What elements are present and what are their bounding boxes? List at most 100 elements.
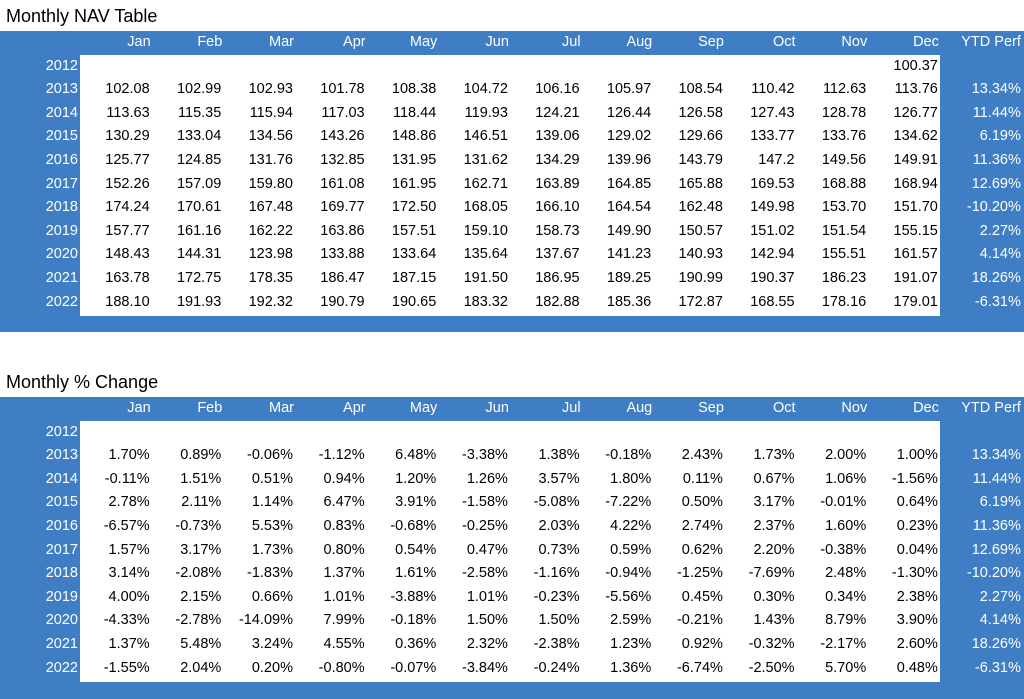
table-cell: 163.86 (320, 222, 365, 239)
pct-table-title: Monthly % Change (6, 372, 159, 392)
table-cell: -1.16% (533, 565, 580, 582)
table-cell: 104.72 (463, 81, 508, 98)
table-cell (582, 421, 654, 445)
table-cell: 0.59% (610, 541, 652, 558)
table-cell: 102.93 (248, 81, 293, 98)
table-cell: -1.58% (461, 494, 508, 511)
table-cell: 143.26 (320, 128, 365, 145)
table-cell: 163.78 (105, 269, 150, 286)
table-cell: 182.88 (535, 293, 580, 310)
row-year: 2019 (45, 222, 78, 239)
table-cell: 1.43% (753, 612, 795, 629)
table-cell: 168.88 (821, 175, 867, 192)
table-cell: 166.10 (535, 199, 580, 216)
table-cell: 131.62 (463, 151, 508, 168)
table-cell: 1.06% (825, 470, 867, 487)
table-cell: -5.08% (533, 494, 580, 511)
row-year: 2014 (45, 104, 78, 121)
header-month: May (409, 34, 438, 50)
table-cell: 100.37 (893, 57, 938, 74)
table-cell: 1.38% (538, 447, 580, 464)
table-cell: -14.09% (238, 612, 293, 629)
table-cell: 172.75 (176, 269, 222, 286)
table-cell: -0.73% (175, 517, 222, 534)
table-cell: 153.70 (821, 199, 867, 216)
table-cell: 127.43 (750, 104, 795, 121)
table-cell: 3.90% (896, 612, 938, 629)
row-year: 2022 (45, 659, 78, 676)
table-cell: 172.87 (678, 293, 723, 310)
row-ytd: 4.14% (979, 612, 1021, 629)
table-cell: 3.57% (538, 470, 580, 487)
table-cell: 115.35 (178, 104, 222, 121)
table-cell: -1.55% (103, 659, 150, 676)
table-cell (367, 55, 439, 79)
table-cell: 159.10 (463, 222, 508, 239)
table-cell: 0.45% (681, 588, 723, 605)
table-cell (223, 421, 295, 445)
header-month: Aug (626, 34, 653, 50)
table-cell: 0.73% (538, 541, 580, 558)
table-cell (510, 421, 582, 445)
table-cell: 2.38% (896, 588, 938, 605)
table-cell: 169.53 (750, 175, 795, 192)
row-ytd: 18.26% (971, 635, 1021, 652)
row-ytd: 18.26% (971, 269, 1021, 286)
table-cell: 191.07 (893, 269, 938, 286)
table-cell: 162.71 (463, 175, 508, 192)
table-cell: 134.56 (248, 128, 293, 145)
table-cell: -3.38% (461, 447, 508, 464)
nav-grid: Jan Feb Mar Apr May Jun Jul Aug Sep Oct Nov Dec YTD … (0, 31, 1024, 314)
table-cell: 118.44 (393, 104, 437, 121)
table-cell: 149.98 (750, 199, 795, 216)
table-cell: 183.32 (463, 293, 508, 310)
row-year: 2018 (45, 199, 78, 216)
table-cell: 152.26 (105, 175, 150, 192)
table-cell: 148.86 (391, 128, 437, 145)
table-cell: -0.32% (748, 635, 795, 652)
table-cell: 1.61% (395, 565, 437, 582)
row-year: 2022 (45, 293, 78, 310)
table-cell: 158.73 (535, 222, 580, 239)
table-cell: 0.92% (681, 635, 723, 652)
table-cell (438, 55, 510, 79)
table-cell: 106.16 (535, 81, 580, 98)
table-cell (797, 421, 869, 445)
table-cell: 124.21 (535, 104, 580, 121)
table-cell: 2.43% (681, 447, 723, 464)
table-cell: 2.04% (180, 659, 222, 676)
table-cell: 2.78% (108, 494, 150, 511)
row-ytd (940, 55, 1024, 79)
table-cell: -0.24% (533, 659, 580, 676)
table-cell (367, 421, 439, 445)
table-cell: 2.20% (753, 541, 795, 558)
table-cell: 128.78 (821, 104, 867, 121)
row-ytd: -6.31% (974, 293, 1021, 310)
row-ytd: 6.19% (979, 494, 1021, 511)
table-cell: 3.17% (180, 541, 222, 558)
table-cell (80, 421, 152, 445)
table-cell: 139.96 (606, 151, 652, 168)
row-year: 2016 (45, 517, 78, 534)
table-cell: 172.50 (391, 199, 437, 216)
header-month: Feb (197, 34, 223, 50)
table-cell: 164.85 (606, 175, 652, 192)
table-cell: 5.53% (251, 517, 293, 534)
table-cell: 119.93 (464, 104, 508, 121)
table-cell: 149.90 (606, 222, 652, 239)
table-cell: 165.88 (678, 175, 723, 192)
table-cell: -0.23% (533, 588, 580, 605)
table-cell: 161.95 (391, 175, 437, 192)
header-corner (0, 397, 80, 421)
table-cell: 0.83% (323, 517, 365, 534)
table-cell: 0.62% (681, 541, 723, 558)
table-cell: 151.54 (821, 222, 867, 239)
table-cell: 115.94 (249, 104, 293, 121)
header-month: Aug (626, 400, 653, 416)
row-year: 2021 (45, 635, 78, 652)
table-cell: 1.26% (466, 470, 508, 487)
row-ytd: 12.69% (971, 541, 1021, 558)
table-cell: 1.20% (395, 470, 437, 487)
table-cell: 2.60% (896, 635, 938, 652)
table-cell: -0.18% (390, 612, 437, 629)
